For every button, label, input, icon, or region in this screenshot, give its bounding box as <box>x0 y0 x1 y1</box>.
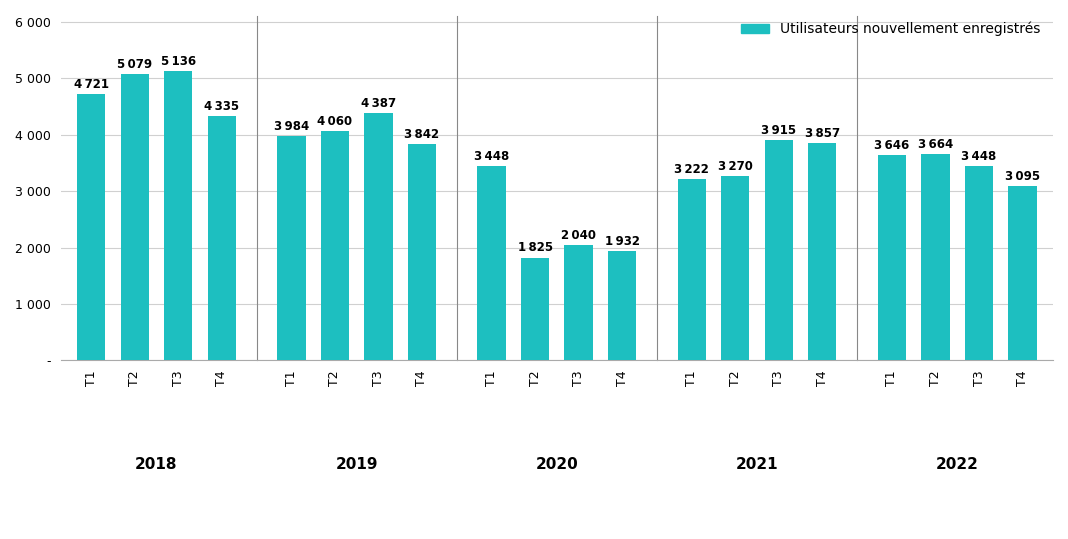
Text: 1 825: 1 825 <box>518 241 552 254</box>
Text: 3 270: 3 270 <box>718 160 753 173</box>
Text: 4 335: 4 335 <box>204 100 239 113</box>
Bar <box>878 155 906 361</box>
Bar <box>922 154 949 361</box>
Text: 2 040: 2 040 <box>561 229 596 242</box>
Bar <box>721 176 750 361</box>
Text: 2020: 2020 <box>535 457 578 472</box>
Bar <box>408 144 436 361</box>
Text: 2022: 2022 <box>936 457 978 472</box>
Bar <box>320 132 349 361</box>
Bar <box>164 71 192 361</box>
Text: 2019: 2019 <box>335 457 378 472</box>
Text: 3 095: 3 095 <box>1005 170 1040 183</box>
Bar <box>677 179 706 361</box>
Bar <box>77 94 106 361</box>
Text: 5 136: 5 136 <box>160 54 195 67</box>
Text: 4 387: 4 387 <box>361 97 396 110</box>
Bar <box>765 140 792 361</box>
Bar <box>521 258 549 361</box>
Bar <box>278 136 305 361</box>
Bar <box>477 166 506 361</box>
Text: 3 222: 3 222 <box>674 163 709 176</box>
Text: 3 857: 3 857 <box>805 127 839 140</box>
Bar <box>808 143 836 361</box>
Text: 2021: 2021 <box>736 457 779 472</box>
Text: 3 664: 3 664 <box>917 137 953 151</box>
Text: 5 079: 5 079 <box>117 58 153 71</box>
Bar <box>565 245 593 361</box>
Bar <box>207 116 236 361</box>
Bar <box>364 113 393 361</box>
Text: 3 915: 3 915 <box>761 123 797 136</box>
Text: 4 060: 4 060 <box>317 115 352 128</box>
Bar <box>964 166 993 361</box>
Text: 3 646: 3 646 <box>875 139 910 151</box>
Text: 2018: 2018 <box>136 457 177 472</box>
Text: 1 932: 1 932 <box>604 236 640 248</box>
Text: 4 721: 4 721 <box>74 78 109 91</box>
Text: 3 448: 3 448 <box>961 150 996 163</box>
Bar <box>608 252 637 361</box>
Text: 3 984: 3 984 <box>273 120 309 133</box>
Bar <box>1008 186 1037 361</box>
Text: 3 448: 3 448 <box>474 150 509 163</box>
Legend: Utilisateurs nouvellement enregistrés: Utilisateurs nouvellement enregistrés <box>736 16 1046 42</box>
Text: 3 842: 3 842 <box>405 128 440 141</box>
Bar <box>121 74 148 361</box>
